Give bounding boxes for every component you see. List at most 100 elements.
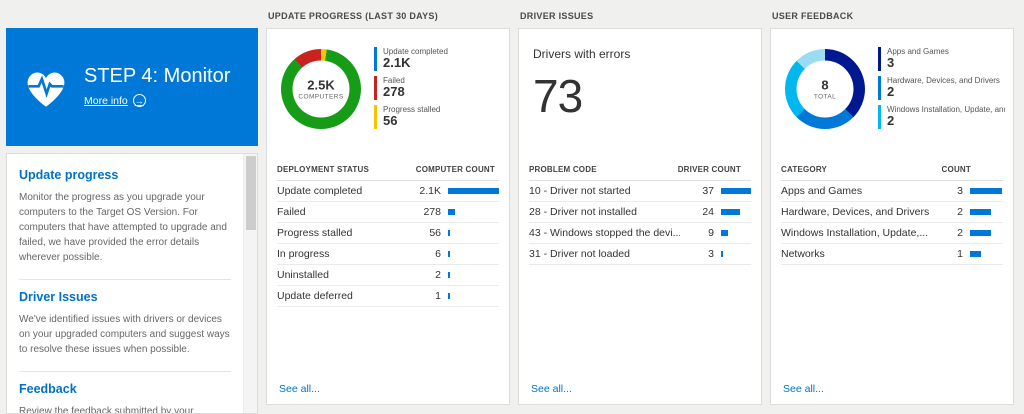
value-bar-track <box>963 209 1003 215</box>
value-bar-track <box>714 188 751 194</box>
row-value: 2 <box>435 269 441 281</box>
info-card: Update progress Monitor the progress as y… <box>6 153 258 414</box>
column-header-user-feedback: USER FEEDBACK <box>772 11 854 21</box>
table-row[interactable]: Apps and Games 3 <box>781 181 1003 202</box>
section-heading: Update progress <box>19 168 119 182</box>
table-row[interactable]: In progress 6 <box>277 244 499 265</box>
table-row[interactable]: Uninstalled 2 <box>277 265 499 286</box>
table-row[interactable]: Progress stalled 56 <box>277 223 499 244</box>
legend-item: Progress stalled 56 <box>374 104 448 129</box>
table-row[interactable]: Networks 1 <box>781 244 1003 265</box>
value-bar <box>970 251 981 257</box>
row-value: 24 <box>702 206 714 218</box>
row-value: 3 <box>708 248 714 260</box>
legend-label: Hardware, Devices, and Drivers <box>887 75 1000 85</box>
row-value: 9 <box>708 227 714 239</box>
donut-center-label: TOTAL <box>813 93 837 101</box>
row-value: 56 <box>429 227 441 239</box>
table-row[interactable]: Windows Installation, Update,... 2 <box>781 223 1003 244</box>
legend-item: Failed 278 <box>374 75 448 100</box>
legend-color-mark <box>878 47 881 71</box>
update-progress-column: UPDATE PROGRESS (LAST 30 DAYS) 2.5K COMP… <box>266 0 510 414</box>
legend-color-mark <box>374 75 377 100</box>
see-all-link-update-progress[interactable]: See all... <box>279 383 320 395</box>
info-section-2: Feedback Review the feedback submitted by… <box>19 372 231 413</box>
table-row[interactable]: Update completed 2.1K <box>277 181 499 202</box>
update-progress-donut-chart[interactable]: 2.5K COMPUTERS <box>281 49 361 129</box>
user-feedback-chart-area: 8 TOTAL Apps and Games 3 Hardware, Devices… <box>771 29 1013 157</box>
table-body: Apps and Games 3 Hardware, Devices, and Dr… <box>781 181 1003 265</box>
row-value: 278 <box>423 206 441 218</box>
legend-item: Windows Installation, Update, and... 2 <box>878 104 1005 129</box>
scrollbar-thumb[interactable] <box>246 156 256 230</box>
legend-value: 2 <box>887 112 895 128</box>
section-body: Monitor the progress as you upgrade your… <box>19 192 227 263</box>
value-bar <box>721 188 751 194</box>
value-bar <box>721 251 724 257</box>
legend-label: Windows Installation, Update, and... <box>887 104 1005 114</box>
value-bar-track <box>714 230 751 236</box>
row-label: Progress stalled <box>277 227 353 239</box>
column-header-deployment-status: DEPLOYMENT STATUS <box>277 165 369 174</box>
legend-value: 2.1K <box>383 55 411 70</box>
donut-center: 8 TOTAL <box>796 60 854 118</box>
table-row[interactable]: 28 - Driver not installed 24 <box>529 202 751 223</box>
tile-title: STEP 4: Monitor <box>84 65 231 88</box>
legend-item: Hardware, Devices, and Drivers 2 <box>878 75 1005 100</box>
row-label: Apps and Games <box>781 185 863 197</box>
value-bar-track <box>441 272 499 278</box>
table-row[interactable]: Update deferred 1 <box>277 286 499 307</box>
legend-color-mark <box>878 104 881 129</box>
value-bar <box>448 209 455 215</box>
value-bar <box>448 251 450 257</box>
legend-label: Update completed <box>383 47 448 56</box>
table-row[interactable]: Hardware, Devices, and Drivers 2 <box>781 202 1003 223</box>
user-feedback-column: USER FEEDBACK 8 TOTAL Apps and Games 3 Har… <box>770 0 1014 414</box>
column-header-driver-count: DRIVER COUNT <box>677 165 741 174</box>
value-bar <box>721 230 729 236</box>
value-bar-track <box>714 251 751 257</box>
value-bar-track <box>441 188 499 194</box>
user-feedback-donut-chart[interactable]: 8 TOTAL <box>785 49 865 129</box>
problem-code-table: PROBLEM CODE DRIVER COUNT 10 - Driver no… <box>519 157 761 265</box>
legend-value: 278 <box>383 83 405 99</box>
section-body: We've identified issues with drivers or … <box>19 314 230 355</box>
value-bar <box>970 209 992 215</box>
section-heading: Feedback <box>19 382 77 396</box>
row-value: 2 <box>957 227 963 239</box>
user-feedback-legend: Apps and Games 3 Hardware, Devices, and Dr… <box>878 47 1005 129</box>
value-bar-track <box>441 293 499 299</box>
table-row[interactable]: 43 - Windows stopped the devi... 9 <box>529 223 751 244</box>
value-bar-track <box>963 251 1003 257</box>
table-body: Update completed 2.1K Failed 278 Progress st… <box>277 181 499 307</box>
column-header-driver-issues: DRIVER ISSUES <box>520 11 594 21</box>
legend-color-mark <box>878 75 881 100</box>
value-bar <box>448 293 450 299</box>
value-bar-track <box>441 251 499 257</box>
table-row[interactable]: 10 - Driver not started 37 <box>529 181 751 202</box>
driver-issues-column: DRIVER ISSUES Drivers with errors 73 PRO… <box>518 0 762 414</box>
info-sections: Update progress Monitor the progress as y… <box>7 154 243 413</box>
see-all-link-driver-issues[interactable]: See all... <box>531 383 572 395</box>
legend-item: Update completed 2.1K <box>374 47 448 71</box>
legend-item: Apps and Games 3 <box>878 47 1005 71</box>
row-label: Failed <box>277 206 306 218</box>
legend-value: 3 <box>887 55 895 70</box>
step4-monitor-tile[interactable]: STEP 4: Monitor More info → <box>6 28 258 146</box>
table-row[interactable]: Failed 278 <box>277 202 499 223</box>
user-feedback-card: 8 TOTAL Apps and Games 3 Hardware, Devices… <box>770 28 1014 405</box>
donut-center-label: COMPUTERS <box>298 93 344 101</box>
table-row[interactable]: 31 - Driver not loaded 3 <box>529 244 751 265</box>
legend-label: Progress stalled <box>383 104 441 114</box>
legend-label: Apps and Games <box>887 47 949 56</box>
column-header-computer-count: COMPUTER COUNT <box>415 165 495 174</box>
drivers-with-errors-value: 73 <box>533 70 583 122</box>
more-info-link[interactable]: More info → <box>84 94 146 108</box>
row-label: Uninstalled <box>277 269 329 281</box>
see-all-link-user-feedback[interactable]: See all... <box>783 383 824 395</box>
section-body: Review the feedback submitted by your em… <box>19 406 194 413</box>
scrollbar-track[interactable] <box>243 154 257 413</box>
info-section-1: Driver Issues We've identified issues wit… <box>19 280 231 372</box>
value-bar <box>970 230 992 236</box>
row-label: 28 - Driver not installed <box>529 206 637 218</box>
